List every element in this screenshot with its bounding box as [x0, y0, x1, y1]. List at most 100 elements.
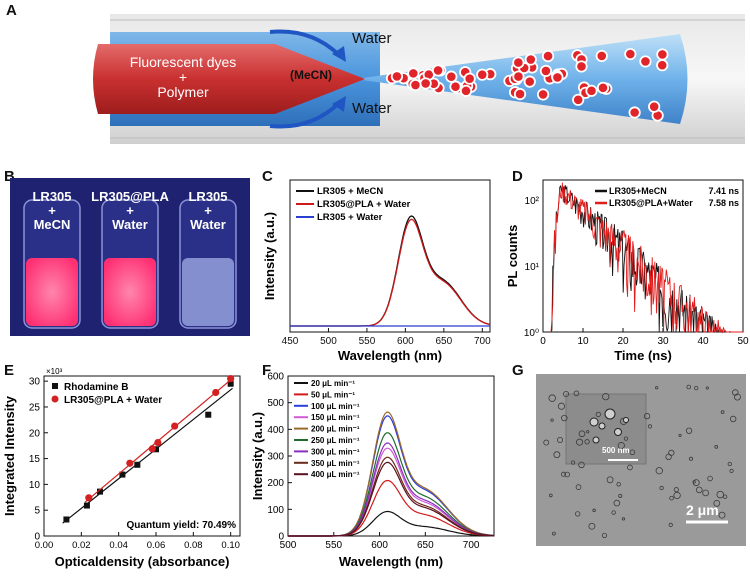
chart-d-legend-lifetime: 7.41 ns [708, 186, 739, 196]
chart-c: 450 500 550 600 650 700 Wavelength (nm) Intensi… [262, 179, 491, 363]
tem-particle [576, 438, 584, 446]
chart-d-series-line [550, 182, 743, 334]
nanoparticle [459, 84, 473, 97]
tem-particle [561, 471, 567, 477]
tem-particle [548, 394, 556, 402]
chart-e-point [83, 502, 90, 509]
chart-e-point [212, 388, 220, 397]
chart-f-ytick-label: 100 [267, 505, 284, 516]
nanoparticle [628, 106, 641, 119]
dye-plus: + [178, 69, 188, 85]
chart-f-series-line [288, 461, 494, 537]
chart-d-tick-label: 10 [577, 336, 589, 347]
tem-particle [714, 445, 719, 449]
vial-3-line2: Water [190, 217, 226, 232]
tem-particle-large [598, 422, 606, 430]
tem-particle [673, 491, 681, 500]
nanoparticle [595, 49, 608, 63]
chart-d-ytick-label: 10⁰ [524, 328, 539, 339]
tem-particle [705, 386, 709, 390]
chart-f-tick-label: 550 [325, 540, 342, 551]
chart-f-ytick-label: 500 [267, 398, 284, 409]
vial-drawing [23, 199, 237, 329]
chart-f-legend-label: 350 μL min⁻¹ [311, 459, 360, 468]
inset-scale-label: 500 nm [602, 446, 630, 455]
tem-particle [584, 439, 590, 445]
tem-particle [595, 411, 601, 417]
tem-particle [686, 384, 692, 390]
tem-particle [575, 511, 581, 517]
chart-e-annotation: Quantum yield: 70.49% [127, 520, 237, 531]
chart-d-tick-label: 50 [737, 336, 749, 347]
tem-particle [669, 495, 674, 501]
chart-d-ytick-label: 10¹ [525, 262, 540, 273]
tem-particle [665, 453, 672, 461]
chart-c-tick-label: 500 [320, 336, 337, 347]
chart-e-tick-label: 0.04 [109, 540, 128, 551]
panel-e-letter: E [4, 362, 15, 379]
tem-particle [550, 418, 554, 422]
nanoparticle [419, 77, 432, 90]
microfluidic-diagram [93, 14, 745, 144]
chart-e-point [148, 445, 156, 453]
tem-particle [729, 468, 734, 474]
chart-e-xlabel: Opticaldensity (absorbance) [55, 554, 230, 569]
chart-e-tick-label: 0.10 [221, 540, 240, 551]
scale-label: 2 μm [686, 502, 719, 518]
nanoparticle [551, 71, 564, 84]
water-label-top: Water [352, 30, 392, 47]
tem-particle [629, 449, 636, 456]
dye-capillary [93, 44, 365, 114]
chart-f-ytick-label: 600 [267, 372, 284, 383]
tem-particle [573, 390, 580, 397]
chart-e-point [227, 374, 235, 383]
chart-e-point [205, 411, 212, 418]
chart-e-ytick-label: 5 [34, 506, 40, 517]
tem-particle [621, 517, 626, 521]
chart-c-xlabel: Wavelength (nm) [338, 348, 442, 363]
vial-2-line1: LR305@PLA [91, 189, 169, 204]
tem-particle [617, 442, 625, 450]
tem-particle [720, 410, 725, 414]
tem-particle [552, 531, 556, 536]
dye-line2: Polymer [157, 84, 209, 100]
tem-particle [543, 439, 550, 446]
tem-particle [685, 427, 693, 434]
tem-particle [563, 390, 570, 398]
chart-e-point [126, 459, 134, 467]
chart-c-tick-label: 550 [359, 336, 376, 347]
nanoparticle [656, 48, 669, 61]
chart-d-frame [542, 179, 744, 333]
chart-f-legend-label: 300 μL min⁻¹ [311, 447, 360, 456]
tem-particle-large [614, 428, 622, 436]
tem-particle [707, 475, 713, 482]
tem-particle [592, 508, 596, 513]
tem-particle [678, 433, 682, 438]
tem-particle [659, 485, 664, 491]
chart-f-legend-label: 50 μL min⁻¹ [311, 390, 355, 399]
vial-photo: LR305 + MeCN LR305@PLA + Water LR305 + W… [10, 178, 250, 336]
vial-2-label: LR305@PLA + Water [88, 190, 172, 232]
vial-1-liquid [26, 258, 78, 326]
chart-e-point [153, 446, 159, 453]
tem-particle [613, 499, 621, 507]
chart-e-point [171, 422, 179, 430]
nanoparticle [463, 72, 476, 85]
water-arrow-top [269, 29, 340, 56]
chart-d-tick-label: 40 [697, 336, 709, 347]
tem-particle [673, 487, 679, 493]
vial-2-plus: + [126, 203, 134, 218]
nanoparticle [523, 75, 536, 88]
nanoparticle [539, 64, 553, 78]
chart-e-tick-label: 0.00 [35, 540, 54, 551]
nanoparticle [575, 60, 588, 73]
tem-particle [616, 482, 621, 487]
chart-c-ylabel: Intensity (a.u.) [262, 212, 277, 300]
tem-particle [643, 412, 651, 420]
chart-d-legend-label: LR305@PLA+Water [609, 198, 693, 208]
chart-f-series-line [288, 442, 494, 537]
tem-particle [732, 389, 739, 396]
tem-particle [611, 510, 616, 515]
nanoparticle [445, 70, 458, 83]
chart-e-point [227, 380, 234, 387]
